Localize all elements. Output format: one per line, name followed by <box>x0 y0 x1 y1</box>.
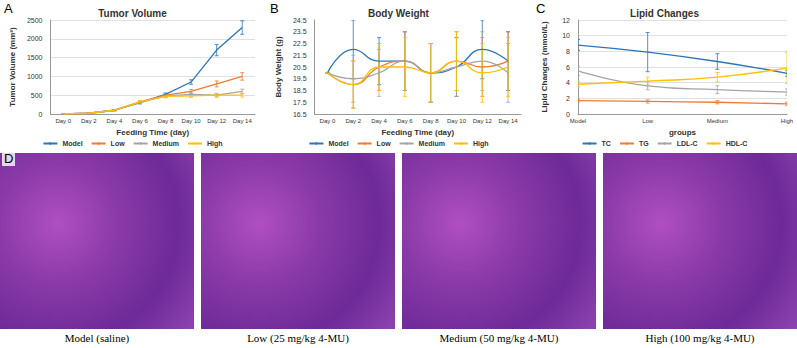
svg-text:Tumor Volume (mm³): Tumor Volume (mm³) <box>8 27 17 107</box>
svg-text:17.5: 17.5 <box>293 99 307 106</box>
svg-text:22.5: 22.5 <box>293 40 307 47</box>
svg-text:500: 500 <box>31 92 43 99</box>
svg-text:Low: Low <box>377 140 392 147</box>
svg-text:1000: 1000 <box>27 73 43 80</box>
svg-text:21.5: 21.5 <box>293 52 307 59</box>
svg-text:Day 12: Day 12 <box>207 118 227 124</box>
html-text:Model (saline): Model (saline) <box>64 332 130 344</box>
svg-text:Day 12: Day 12 <box>473 118 493 124</box>
svg-text:Body Weight: Body Weight <box>368 8 430 19</box>
svg-text:Day 0: Day 0 <box>55 118 71 124</box>
svg-text:18.5: 18.5 <box>293 87 307 94</box>
svg-text:Day 0: Day 0 <box>320 118 336 124</box>
svg-text:Lipid Changes (mmol/L): Lipid Changes (mmol/L) <box>540 21 549 112</box>
html-text:Medium (50 mg/kg 4-MU): Medium (50 mg/kg 4-MU) <box>439 332 559 344</box>
svg-text:2: 2 <box>566 95 570 102</box>
svg-text:Day 2: Day 2 <box>81 118 97 124</box>
svg-text:High: High <box>207 140 223 148</box>
svg-text:Low: Low <box>111 140 126 147</box>
svg-text:Day 2: Day 2 <box>345 118 361 124</box>
svg-text:0: 0 <box>566 111 570 118</box>
svg-text:19.5: 19.5 <box>293 75 307 82</box>
svg-text:Day 14: Day 14 <box>499 118 519 124</box>
svg-text:Medium: Medium <box>707 118 728 124</box>
svg-text:Medium: Medium <box>419 140 445 147</box>
svg-text:TG: TG <box>639 140 649 147</box>
svg-text:Model: Model <box>62 140 82 147</box>
svg-text:TC: TC <box>602 140 611 147</box>
svg-text:High: High <box>781 118 793 124</box>
svg-text:1500: 1500 <box>27 54 43 61</box>
svg-text:LDL-C: LDL-C <box>677 140 698 147</box>
svg-text:Day 6: Day 6 <box>397 118 413 124</box>
svg-text:C: C <box>536 1 545 16</box>
svg-text:2000: 2000 <box>27 35 43 42</box>
svg-text:Day 4: Day 4 <box>371 118 387 124</box>
html-text:High (100 mg/kg 4-MU): High (100 mg/kg 4-MU) <box>645 332 755 344</box>
svg-text:Feeding Time (day): Feeding Time (day) <box>116 128 189 137</box>
svg-text:Tumor Volume: Tumor Volume <box>98 8 167 19</box>
svg-text:10: 10 <box>562 32 570 39</box>
svg-text:Lipid Changes: Lipid Changes <box>630 8 699 19</box>
svg-text:Day 10: Day 10 <box>447 118 467 124</box>
svg-text:B: B <box>270 1 279 16</box>
svg-text:0: 0 <box>39 111 43 118</box>
svg-text:High: High <box>473 140 489 148</box>
html-text:D: D <box>4 151 14 166</box>
html-text:Low (25 mg/kg 4-MU): Low (25 mg/kg 4-MU) <box>247 332 349 344</box>
svg-text:Day 10: Day 10 <box>182 118 202 124</box>
svg-text:Day 14: Day 14 <box>233 118 253 124</box>
svg-text:Day 4: Day 4 <box>107 118 123 124</box>
svg-text:Day 6: Day 6 <box>132 118 148 124</box>
svg-text:Body Weight (g): Body Weight (g) <box>274 36 283 98</box>
svg-text:Low: Low <box>642 118 654 124</box>
svg-text:2500: 2500 <box>27 17 43 24</box>
svg-text:12: 12 <box>562 17 570 24</box>
svg-text:Model: Model <box>570 118 586 124</box>
svg-text:4: 4 <box>566 79 570 86</box>
svg-text:16.5: 16.5 <box>293 111 307 118</box>
svg-text:23.5: 23.5 <box>293 28 307 35</box>
svg-text:Feeding Time (day): Feeding Time (day) <box>381 128 454 137</box>
svg-text:A: A <box>4 1 13 16</box>
svg-text:Day 8: Day 8 <box>158 118 174 124</box>
svg-text:Medium: Medium <box>153 140 179 147</box>
svg-text:HDL-C: HDL-C <box>726 140 748 147</box>
svg-text:6: 6 <box>566 64 570 71</box>
svg-text:20.5: 20.5 <box>293 64 307 71</box>
svg-text:Day 8: Day 8 <box>423 118 439 124</box>
svg-text:groups: groups <box>669 128 697 137</box>
svg-text:24.5: 24.5 <box>293 17 307 24</box>
svg-text:Model: Model <box>328 140 348 147</box>
svg-text:8: 8 <box>566 48 570 55</box>
